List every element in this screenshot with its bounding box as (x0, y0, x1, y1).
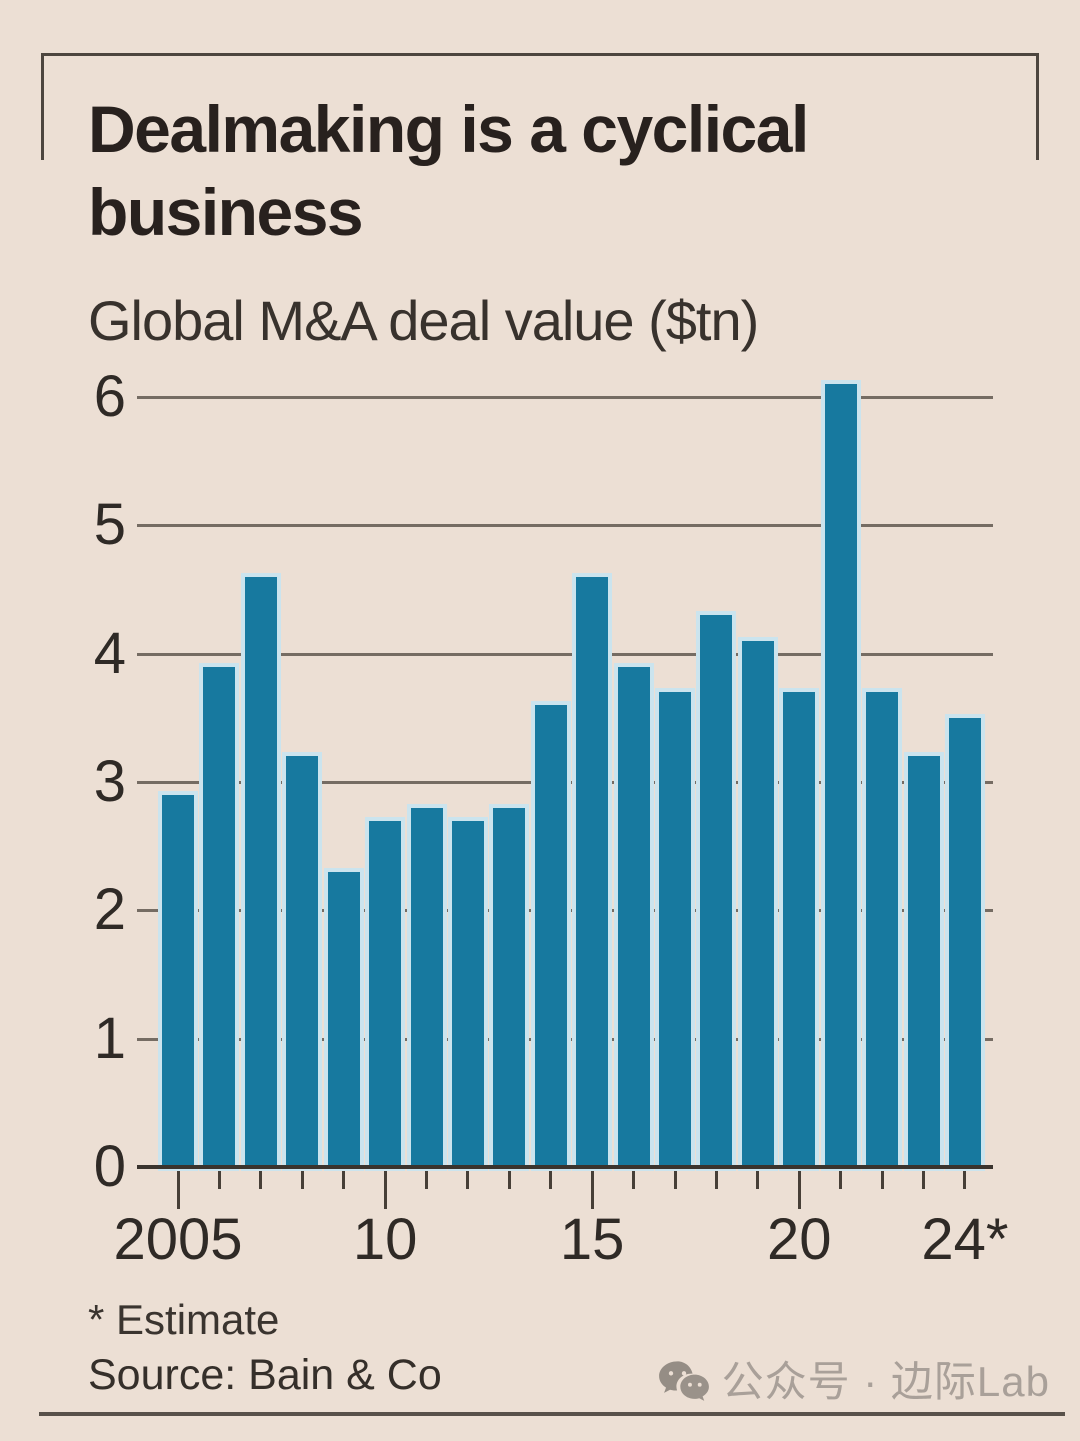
gridline (137, 652, 993, 656)
bar (203, 666, 236, 1167)
x-tick-minor (922, 1169, 926, 1189)
bar (824, 384, 857, 1167)
x-axis-label: 2005 (113, 1207, 243, 1272)
x-tick-minor (466, 1169, 470, 1189)
x-axis-label: 10 (352, 1207, 418, 1272)
x-tick-minor (963, 1169, 967, 1189)
y-axis-label: 0 (93, 1134, 126, 1199)
bar (493, 807, 526, 1167)
x-tick-minor (259, 1169, 263, 1189)
x-tick-minor (632, 1169, 636, 1189)
x-axis-label: 24* (921, 1207, 1009, 1272)
x-tick-major (176, 1169, 180, 1209)
bar (327, 871, 360, 1167)
x-tick-major (797, 1169, 801, 1209)
bar (948, 717, 981, 1167)
x-tick-minor (425, 1169, 429, 1189)
estimate-footnote: * Estimate (88, 1296, 280, 1343)
y-axis-label: 5 (93, 492, 126, 558)
bar (410, 807, 443, 1167)
chart-title: Dealmaking is a cyclical business (88, 92, 809, 250)
x-tick-minor (714, 1169, 718, 1189)
x-tick-minor (756, 1169, 760, 1189)
watermark: 公众号 · 边际Lab (658, 1358, 1050, 1406)
y-axis-label: 2 (93, 877, 126, 943)
x-axis-label: 20 (767, 1207, 832, 1272)
x-tick-minor (342, 1169, 346, 1189)
chart-subtitle: Global M&A deal value ($tn) (88, 289, 759, 352)
y-axis-label: 6 (93, 364, 126, 430)
x-tick-minor (880, 1169, 884, 1189)
bar (783, 692, 816, 1167)
x-axis-label: 15 (559, 1207, 625, 1272)
x-tick-minor (217, 1169, 221, 1189)
x-tick-minor (839, 1169, 843, 1189)
bar (244, 576, 277, 1167)
bar (451, 820, 484, 1167)
bar (866, 692, 899, 1167)
y-axis-label: 4 (93, 620, 126, 686)
x-tick-minor (300, 1169, 304, 1189)
x-tick-minor (549, 1169, 553, 1189)
y-axis-label: 3 (93, 749, 126, 814)
wechat-icon (658, 1359, 710, 1405)
watermark-text: 公众号 · 边际Lab (721, 1358, 1050, 1405)
top-border-bracket (41, 53, 1039, 160)
x-tick-minor (673, 1169, 677, 1189)
bar (700, 615, 733, 1167)
bar (162, 794, 194, 1167)
bar (741, 640, 774, 1167)
y-axis-label: 1 (93, 1005, 126, 1071)
gridline (137, 524, 993, 528)
source-credit: Source: Bain & Co (88, 1351, 442, 1399)
bar (369, 820, 402, 1167)
bar (286, 756, 319, 1167)
bar (617, 666, 650, 1167)
x-tick-minor (507, 1169, 511, 1189)
x-axis-line (137, 1165, 993, 1169)
bar (659, 692, 692, 1167)
bottom-border-rule (39, 1412, 1065, 1416)
gridline (137, 396, 993, 400)
bar (534, 705, 567, 1167)
x-tick-major (590, 1169, 594, 1209)
x-tick-major (383, 1169, 387, 1209)
bar (576, 576, 609, 1167)
bar (907, 756, 940, 1167)
